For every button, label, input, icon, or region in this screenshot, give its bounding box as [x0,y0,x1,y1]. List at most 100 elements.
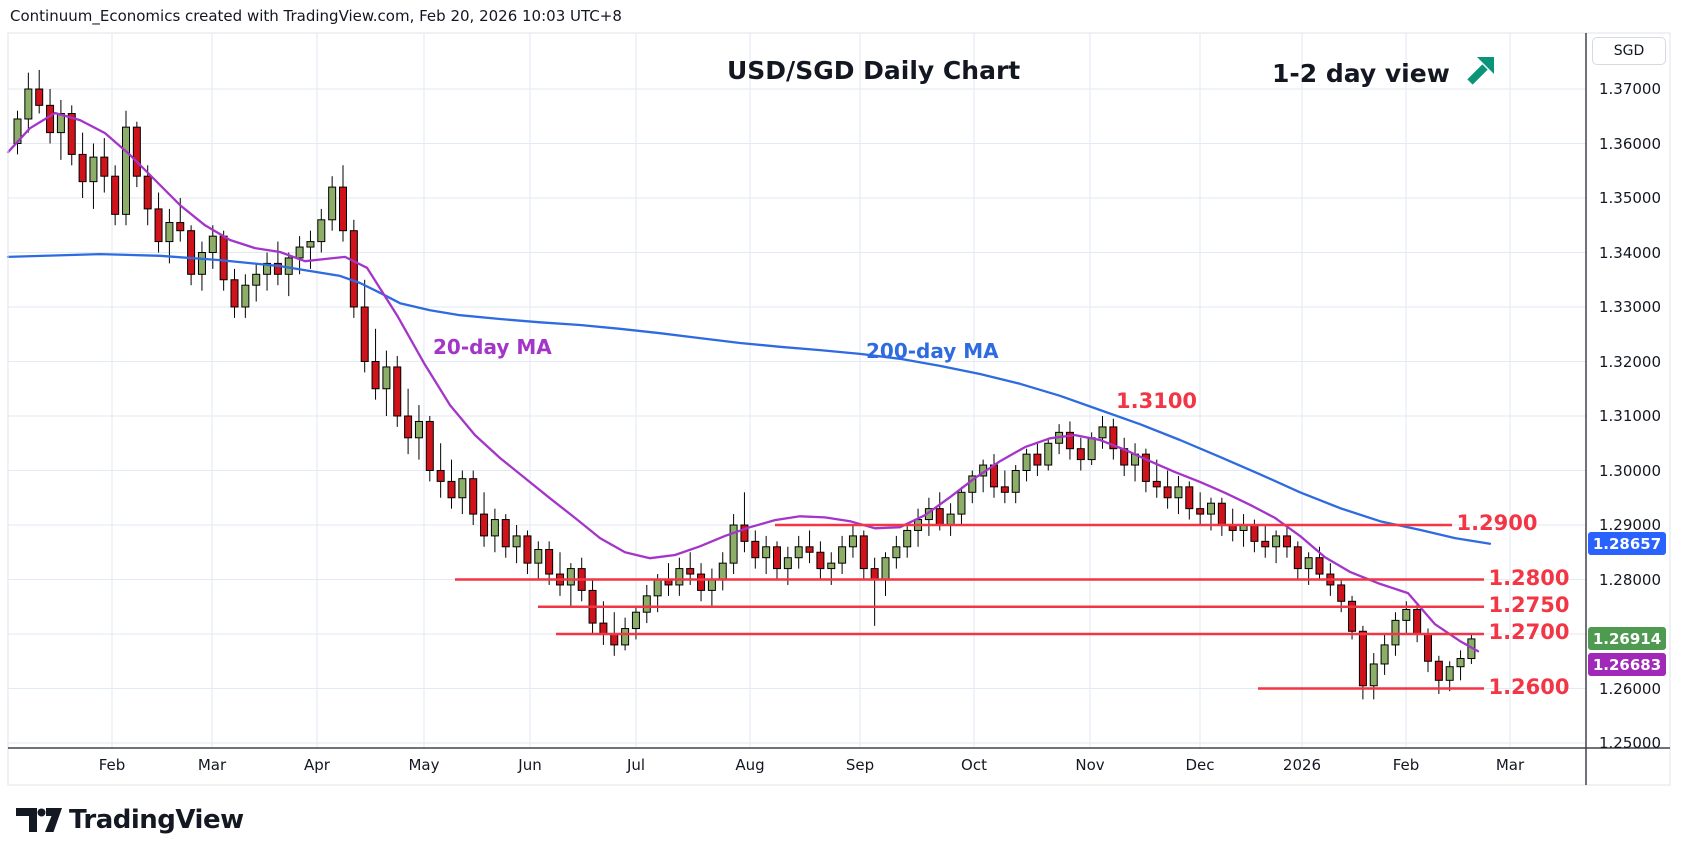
candle-down [545,549,554,575]
candle-up [490,519,499,537]
candle-up [675,568,684,586]
tradingview-logo-link[interactable]: TradingView [16,803,244,837]
candle-down [1109,426,1118,450]
candle-down [349,230,358,308]
candle-down [523,535,532,564]
price-tick-label: 1.25000 [1598,734,1662,752]
price-tick-label: 1.36000 [1598,134,1662,153]
attribution-text: Continuum_Economics created with Trading… [10,7,622,25]
level-price-label-1.2700: 1.2700 [1488,620,1570,644]
time-tick-label: 2026 [1282,756,1322,774]
price-tick-label: 1.33000 [1598,298,1662,316]
grid-layer [8,33,1586,748]
chart-title: USD/SGD Daily Chart [727,56,1021,85]
time-tick-label: Oct [961,756,987,774]
time-tick-label: Aug [735,756,765,774]
candle-up [534,549,543,564]
candle-down [339,186,347,232]
candle-up [122,126,130,215]
200-day-ma-line [6,252,1492,545]
candle-up [718,562,727,581]
candle-down [360,306,369,362]
candle-up [566,568,575,586]
candle-down [78,153,87,183]
candle-up [328,186,337,221]
candle-down [610,633,619,646]
candle-up [1391,619,1400,646]
candle-down [599,622,608,635]
candle-up [252,273,261,286]
candle-up [1304,557,1313,570]
candle-up [621,628,630,646]
20-day-ma-line [6,111,1480,653]
time-tick-label: Jul [626,756,646,774]
candle-up [1272,535,1281,548]
candle-up [827,562,836,570]
candle-down [1358,630,1367,687]
candle-up [729,524,738,564]
candle-down [1315,557,1324,575]
candle-down [154,208,163,243]
price-tick-label: 1.28000 [1598,570,1662,589]
candle-up [89,156,98,183]
candle-down [1413,608,1422,635]
candle-down [686,568,695,575]
candle-down [480,513,489,537]
candle-up [165,222,174,243]
candles-layer [13,69,1476,700]
time-tick-label: May [408,756,440,774]
trend-up-arrow-icon [1467,57,1494,85]
time-tick-label: Dec [1185,756,1215,774]
candle-down [1196,508,1205,515]
candle-up [1369,663,1378,687]
candle-up [1174,486,1183,499]
candle-down [1076,448,1085,461]
candle-up [762,546,771,559]
candle-down [935,508,944,526]
level-price-label-1.2800: 1.2800 [1488,565,1570,590]
currency-unit-button[interactable]: SGD [1592,37,1666,65]
candle-down [1033,453,1042,466]
candle-up [1087,437,1096,461]
candle-down [187,230,196,275]
candle-down [1185,486,1194,510]
candle-down [230,279,239,308]
ma200-legend-label: 200-day MA [866,339,999,363]
time-tick-label: Nov [1075,756,1105,774]
candle-down [404,415,413,439]
candle-up [197,252,206,275]
time-tick-label: Jun [518,756,542,774]
time-tick-label: Sep [845,756,875,774]
price-tick-label: 1.29000 [1598,516,1662,534]
price-tick-label: 1.35000 [1598,189,1662,207]
candle-down [143,175,152,210]
candle-down [805,546,814,553]
candle-up [241,284,250,308]
candle-down [1293,546,1302,570]
price-tick-label: 1.30000 [1598,461,1662,480]
tradingview-logo-icon [16,808,62,832]
candle-down [1152,480,1161,488]
candle-down [1434,660,1443,681]
candle-down [111,175,120,215]
price-tick-label: 1.37000 [1598,80,1662,98]
candle-down [859,535,868,570]
candle-up [838,546,847,564]
candle-down [35,88,44,106]
candle-up [208,235,217,253]
candle-down [751,540,760,559]
candle-down [1065,431,1074,450]
candle-down [425,420,434,472]
candle-down [469,478,478,515]
ma20-legend-label: 20-day MA [433,335,552,359]
price-tick-label: 1.34000 [1598,243,1662,262]
candle-down [990,464,998,488]
candle-down [46,104,55,134]
time-tick-label: Mar [197,756,227,774]
candle-down [1337,584,1346,602]
candle-down [1424,633,1432,662]
candle-down [1217,502,1226,526]
candle-down [219,235,228,281]
